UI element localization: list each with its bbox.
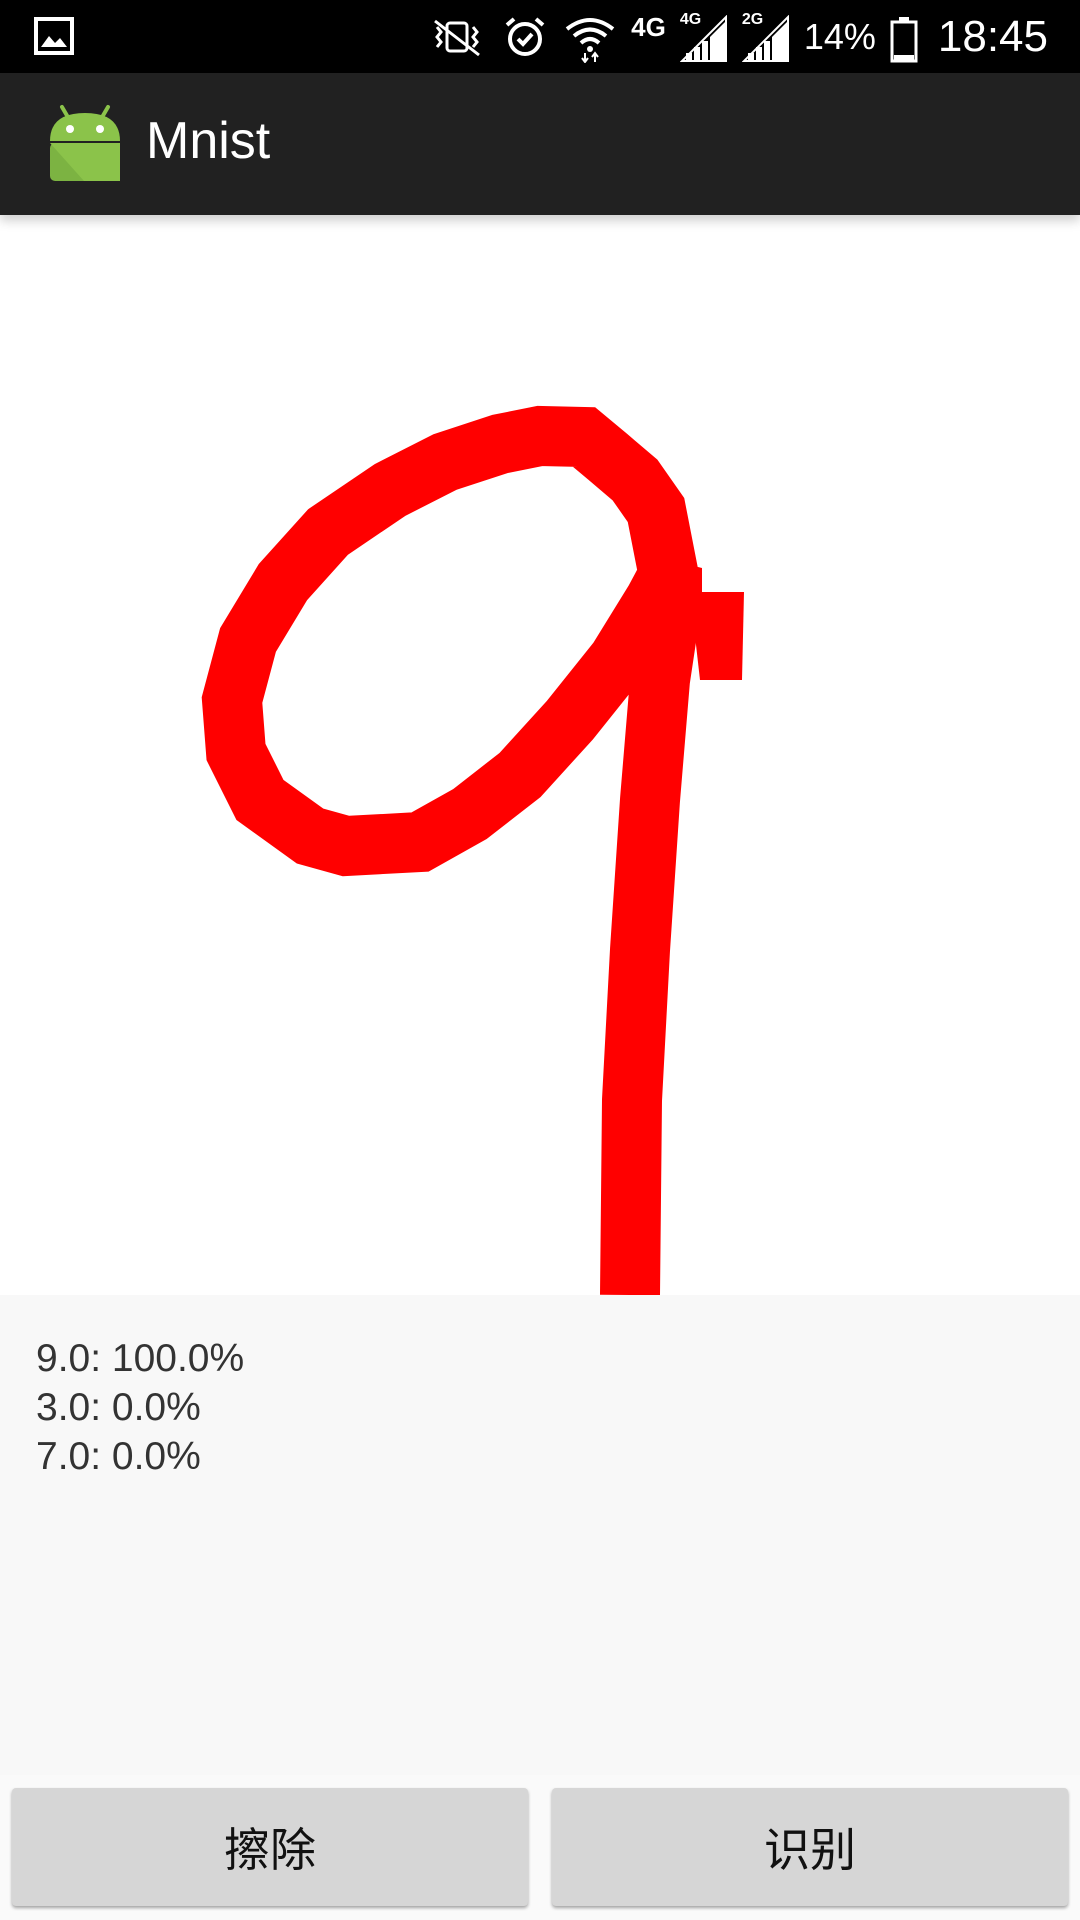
drawing-canvas[interactable] — [0, 215, 1080, 1295]
handwritten-stroke — [201, 405, 744, 1295]
signal-4g-icon: 4G — [679, 11, 728, 62]
app-title: Mnist — [146, 112, 271, 170]
status-icons: 4G 4G 2G 14% — [427, 0, 1048, 73]
battery-icon — [890, 15, 918, 62]
signal-2g-icon: 2G — [741, 11, 790, 62]
sim1-network-label: 4G — [679, 10, 702, 28]
gallery-icon — [34, 16, 74, 56]
result-line: 9.0: 100.0% — [36, 1337, 245, 1380]
app-bar: Mnist — [0, 73, 1080, 215]
results-panel: 9.0: 100.0% 3.0: 0.0% 7.0: 0.0% — [0, 1295, 1080, 1775]
battery-percent: 14% — [803, 15, 876, 57]
lte-label: 4G — [631, 12, 666, 42]
erase-button[interactable]: 擦除 — [12, 1788, 528, 1906]
status-bar: 4G 4G 2G 14% — [0, 0, 1080, 73]
alarm-icon — [501, 15, 549, 59]
vibrate-icon — [427, 15, 487, 59]
android-icon — [44, 101, 126, 183]
wifi-icon — [563, 15, 617, 64]
sim2-network-label: 2G — [741, 10, 764, 28]
clock: 18:45 — [937, 11, 1048, 61]
result-line: 7.0: 0.0% — [36, 1435, 201, 1478]
result-line: 3.0: 0.0% — [36, 1386, 201, 1429]
recognize-button[interactable]: 识别 — [552, 1788, 1068, 1906]
